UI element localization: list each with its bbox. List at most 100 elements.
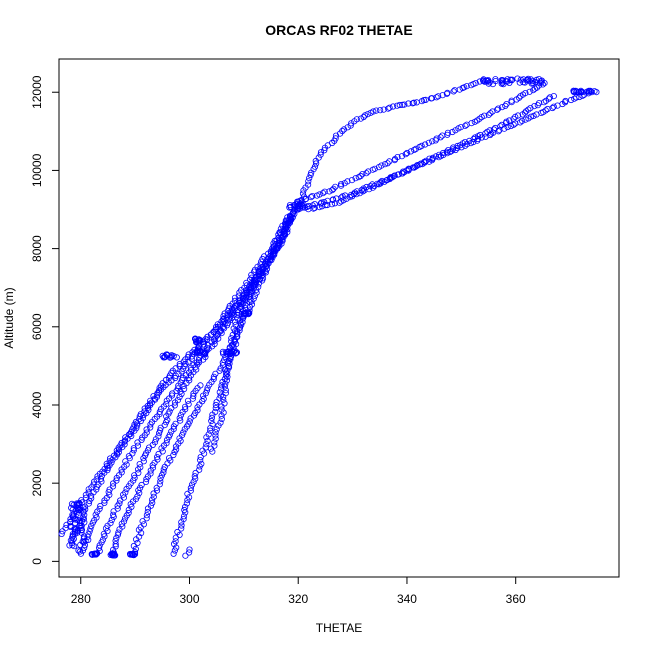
data-point: [493, 106, 501, 113]
data-point: [211, 340, 218, 348]
data-point: [538, 79, 545, 86]
data-point: [133, 425, 140, 432]
data-point: [186, 494, 193, 501]
data-point: [348, 177, 356, 184]
data-point: [401, 101, 408, 108]
data-point: [340, 126, 348, 133]
data-point: [236, 324, 244, 331]
data-point: [182, 552, 189, 559]
data-point: [97, 502, 104, 510]
data-point: [461, 139, 469, 146]
data-point: [203, 441, 210, 448]
data-point: [463, 141, 471, 148]
data-point: [192, 335, 199, 342]
data-point: [480, 78, 487, 85]
data-point: [422, 157, 430, 164]
data-point: [159, 352, 166, 359]
data-point: [174, 396, 181, 404]
data-point: [181, 385, 188, 393]
data-point: [159, 380, 166, 387]
data-point: [224, 370, 231, 377]
data-point: [89, 551, 96, 558]
data-point: [159, 448, 166, 455]
data-point: [178, 522, 185, 529]
data-point: [208, 417, 215, 425]
data-point: [517, 119, 524, 126]
data-point: [332, 135, 339, 142]
data-point: [194, 347, 202, 354]
data-point: [140, 521, 147, 528]
data-point: [409, 164, 417, 171]
data-point: [202, 350, 209, 357]
data-point: [381, 161, 389, 168]
data-point: [533, 84, 541, 91]
data-point: [299, 190, 307, 197]
data-point: [70, 501, 77, 509]
data-point: [275, 234, 282, 242]
data-point: [450, 144, 457, 151]
data-point: [481, 112, 488, 119]
data-point: [211, 337, 218, 344]
data-point: [113, 534, 120, 542]
data-point: [86, 528, 93, 535]
data-point: [200, 341, 207, 348]
data-point: [498, 121, 505, 129]
data-point: [76, 548, 84, 555]
data-point: [178, 525, 185, 532]
data-point: [402, 151, 409, 158]
data-point: [539, 81, 547, 88]
data-point: [241, 310, 248, 317]
data-point: [371, 182, 378, 190]
data-point: [67, 518, 74, 525]
x-axis-label: THETAE: [316, 621, 362, 635]
data-point: [109, 483, 117, 490]
y-tick-label: 4000: [30, 391, 44, 418]
data-point: [131, 474, 138, 481]
data-point: [542, 107, 549, 114]
data-point: [495, 105, 502, 112]
data-point: [166, 408, 173, 415]
data-point: [72, 526, 79, 533]
data-point: [499, 79, 506, 86]
data-point: [203, 387, 210, 394]
y-axis: 0 2000 4000 6000 8000 10000 12000: [30, 75, 60, 565]
data-point: [306, 175, 313, 182]
data-point: [68, 500, 76, 507]
data-point: [96, 544, 103, 552]
data-point: [172, 420, 179, 427]
data-point: [435, 93, 442, 100]
data-point: [147, 470, 154, 477]
data-point: [199, 447, 206, 454]
data-point: [304, 181, 312, 188]
data-point: [135, 469, 142, 476]
data-point: [221, 383, 228, 390]
data-point: [520, 79, 527, 86]
data-point: [396, 101, 403, 109]
data-point: [157, 474, 164, 482]
data-point: [97, 475, 105, 482]
data-point: [212, 370, 219, 377]
data-point: [328, 139, 336, 147]
data-point: [134, 422, 141, 429]
data-point: [216, 395, 223, 402]
data-point: [503, 118, 510, 125]
data-point: [418, 142, 425, 149]
data-point: [521, 109, 529, 116]
data-point: [309, 193, 316, 200]
data-point: [92, 511, 99, 518]
data-point: [186, 546, 193, 553]
data-point: [155, 433, 162, 440]
data-point: [376, 107, 384, 114]
data-point: [567, 96, 575, 104]
data-point: [425, 139, 432, 146]
data-point: [203, 336, 211, 343]
data-point: [218, 382, 225, 389]
data-point: [329, 196, 337, 203]
data-point: [79, 547, 87, 554]
data-point: [371, 165, 378, 172]
data-point: [168, 392, 175, 399]
data-point: [170, 550, 177, 557]
data-point: [528, 80, 535, 87]
x-tick-label: 340: [397, 592, 417, 606]
